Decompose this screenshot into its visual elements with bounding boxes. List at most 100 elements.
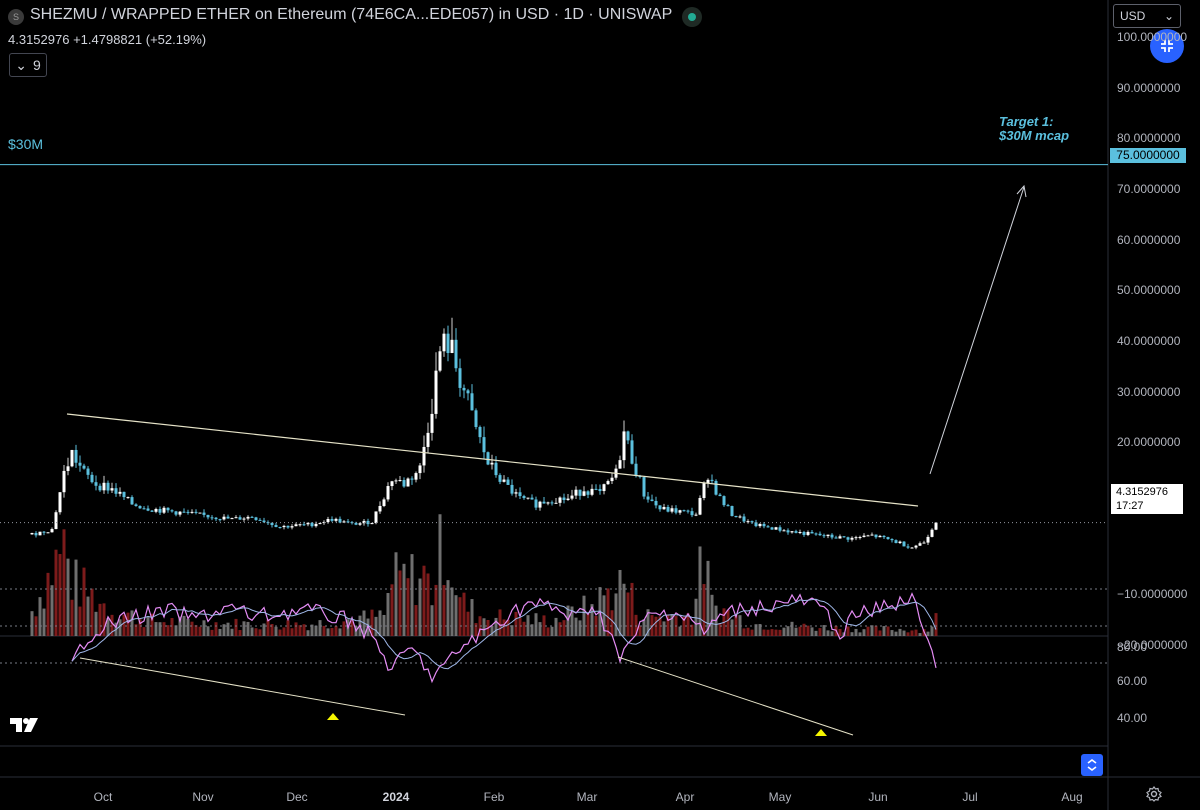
time-axis-tick: Dec xyxy=(286,790,308,804)
candle-body xyxy=(790,531,794,533)
current-price-value: 4.3152976 xyxy=(1116,486,1168,498)
fullscreen-icon[interactable] xyxy=(1150,29,1184,63)
volume-bar xyxy=(446,580,450,636)
candle-body xyxy=(42,531,46,533)
candle-body xyxy=(914,545,918,548)
volume-bar xyxy=(234,618,238,636)
volume-bar xyxy=(314,625,318,636)
volume-bar xyxy=(150,613,154,636)
candle-body xyxy=(238,517,242,520)
volume-bar xyxy=(762,629,766,636)
scroll-to-realtime-icon[interactable] xyxy=(1081,754,1103,776)
candle-body xyxy=(454,339,458,369)
candle-body xyxy=(438,351,442,371)
candle-body xyxy=(746,521,750,523)
candle-body xyxy=(842,536,846,538)
candle-body xyxy=(754,522,758,527)
volume-bar xyxy=(410,554,414,636)
candle-body xyxy=(362,520,366,524)
market-status-icon[interactable] xyxy=(682,7,702,27)
volume-bar xyxy=(206,626,210,636)
volume-bar xyxy=(686,613,690,636)
candle-body xyxy=(498,475,502,482)
candle-body xyxy=(66,466,70,471)
volume-bar xyxy=(230,628,234,636)
volume-bar xyxy=(822,625,826,636)
volume-bar xyxy=(258,629,262,636)
rsi-line xyxy=(71,592,937,684)
volume-bar xyxy=(838,628,842,636)
volume-bar xyxy=(226,622,230,636)
volume-bar xyxy=(894,631,898,636)
projection-arrowhead xyxy=(1016,184,1027,198)
volume-bar xyxy=(298,625,302,636)
candle-body xyxy=(154,508,158,512)
time-axis-tick: Jul xyxy=(962,790,978,804)
volume-bar xyxy=(106,618,110,636)
candle-body xyxy=(54,512,58,530)
candle-body xyxy=(830,534,834,538)
volume-bar xyxy=(754,624,758,636)
candle-body xyxy=(174,511,178,515)
candle-body xyxy=(542,501,546,504)
symbol-title[interactable]: SHEZMU / WRAPPED ETHER on Ethereum (74E6… xyxy=(30,6,673,23)
currency-select[interactable]: USD ⌄ xyxy=(1113,4,1181,28)
candle-body xyxy=(550,502,554,504)
candle-body xyxy=(170,510,174,512)
volume-bar xyxy=(30,611,34,636)
volume-bar xyxy=(146,616,150,636)
candle-body xyxy=(678,510,682,513)
candle-body xyxy=(870,534,874,536)
volume-bar xyxy=(630,582,634,636)
volume-bar xyxy=(162,622,166,636)
volume-bar xyxy=(274,626,278,636)
candle-body xyxy=(518,492,522,497)
volume-bar xyxy=(218,628,222,636)
candle-body xyxy=(674,508,678,513)
price-axis-tick: 30.0000000 xyxy=(1117,384,1181,399)
candle-body xyxy=(562,497,566,501)
volume-bar xyxy=(262,623,266,636)
volume-bar xyxy=(326,628,330,636)
indicators-toggle-button[interactable]: ⌄ 9 xyxy=(9,53,47,77)
candle-body xyxy=(846,537,850,540)
candle-body xyxy=(242,518,246,520)
candle-body xyxy=(534,499,538,508)
volume-bar xyxy=(910,630,914,636)
gear-icon[interactable] xyxy=(1146,786,1162,807)
volume-bar xyxy=(518,618,522,636)
volume-bar xyxy=(370,609,374,636)
volume-bar xyxy=(814,630,818,636)
candle-body xyxy=(202,512,206,515)
volume-bar xyxy=(42,608,46,636)
volume-bar xyxy=(806,625,810,636)
volume-bar xyxy=(586,612,590,636)
volume-bar xyxy=(250,627,254,636)
candle-body xyxy=(702,483,706,498)
volume-bar xyxy=(918,633,922,636)
candle-body xyxy=(298,524,302,526)
candle-body xyxy=(258,519,262,521)
volume-bar xyxy=(862,629,866,636)
volume-bar xyxy=(742,628,746,636)
volume-bar xyxy=(122,614,126,636)
level-label: $30M xyxy=(8,136,44,152)
volume-bar xyxy=(790,621,794,636)
candle-body xyxy=(478,427,482,438)
candle-body xyxy=(86,468,90,475)
candle-body xyxy=(526,497,530,499)
volume-bar xyxy=(930,626,934,636)
volume-bar xyxy=(170,618,174,636)
volume-bar xyxy=(510,625,514,636)
candle-body xyxy=(590,488,594,495)
volume-bar xyxy=(578,620,582,636)
volume-bar xyxy=(530,624,534,636)
volume-bar xyxy=(254,628,258,636)
volume-bar xyxy=(334,626,338,636)
candle-body xyxy=(146,508,150,511)
candle-body xyxy=(718,494,722,497)
candle-body xyxy=(130,497,134,505)
volume-bar xyxy=(538,622,542,636)
volume-bar xyxy=(670,614,674,636)
